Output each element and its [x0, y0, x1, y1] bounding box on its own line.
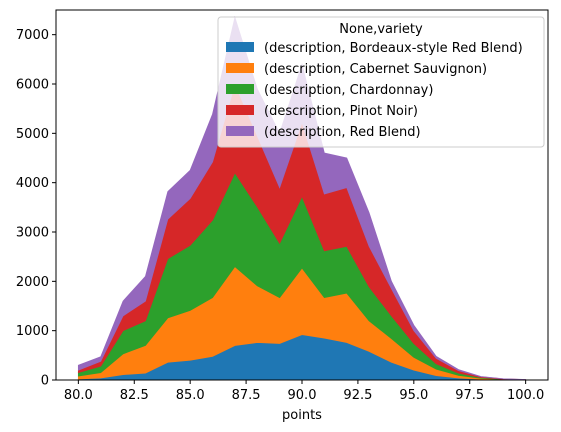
legend-swatch [226, 105, 254, 115]
legend-label: (description, Bordeaux-style Red Blend) [264, 41, 523, 56]
y-tick-label: 5000 [16, 127, 49, 142]
y-axis: 0 1000 2000 3000 4000 5000 6000 7000 [16, 28, 56, 389]
y-tick-label: 6000 [16, 78, 49, 93]
legend: None,variety (description, Bordeaux-styl… [217, 16, 545, 148]
x-tick-label: 87.5 [232, 388, 261, 403]
legend-label: (description, Cabernet Sauvignon) [264, 62, 487, 77]
y-tick-label: 1000 [16, 324, 49, 339]
legend-label: (description, Pinot Noir) [264, 104, 418, 119]
y-tick-label: 0 [41, 374, 49, 389]
legend-items: (description, Bordeaux-style Red Blend) (… [226, 41, 523, 140]
x-tick-label: 80.0 [64, 388, 93, 403]
x-tick-label: 85.0 [176, 388, 205, 403]
y-tick-label: 3000 [16, 226, 49, 241]
x-tick-label: 92.5 [343, 388, 372, 403]
x-tick-label: 95.0 [399, 388, 428, 403]
x-tick-label: 100.0 [507, 388, 544, 403]
legend-swatch [226, 42, 254, 52]
y-tick-label: 4000 [16, 176, 49, 191]
legend-label: (description, Chardonnay) [264, 83, 433, 98]
y-tick-label: 2000 [16, 275, 49, 290]
x-axis-label: points [282, 408, 322, 423]
x-tick-label: 82.5 [120, 388, 149, 403]
y-tick-label: 7000 [16, 28, 49, 43]
x-tick-label: 97.5 [455, 388, 484, 403]
legend-title: None,variety [339, 22, 423, 37]
legend-box [217, 16, 545, 148]
legend-swatch [226, 84, 254, 94]
x-tick-label: 90.0 [288, 388, 317, 403]
x-axis: 80.0 82.5 85.0 87.5 90.0 92.5 95.0 97.5 100.0 [64, 380, 544, 403]
legend-label: (description, Red Blend) [264, 125, 421, 140]
legend-swatch [226, 63, 254, 73]
legend-swatch [226, 126, 254, 136]
